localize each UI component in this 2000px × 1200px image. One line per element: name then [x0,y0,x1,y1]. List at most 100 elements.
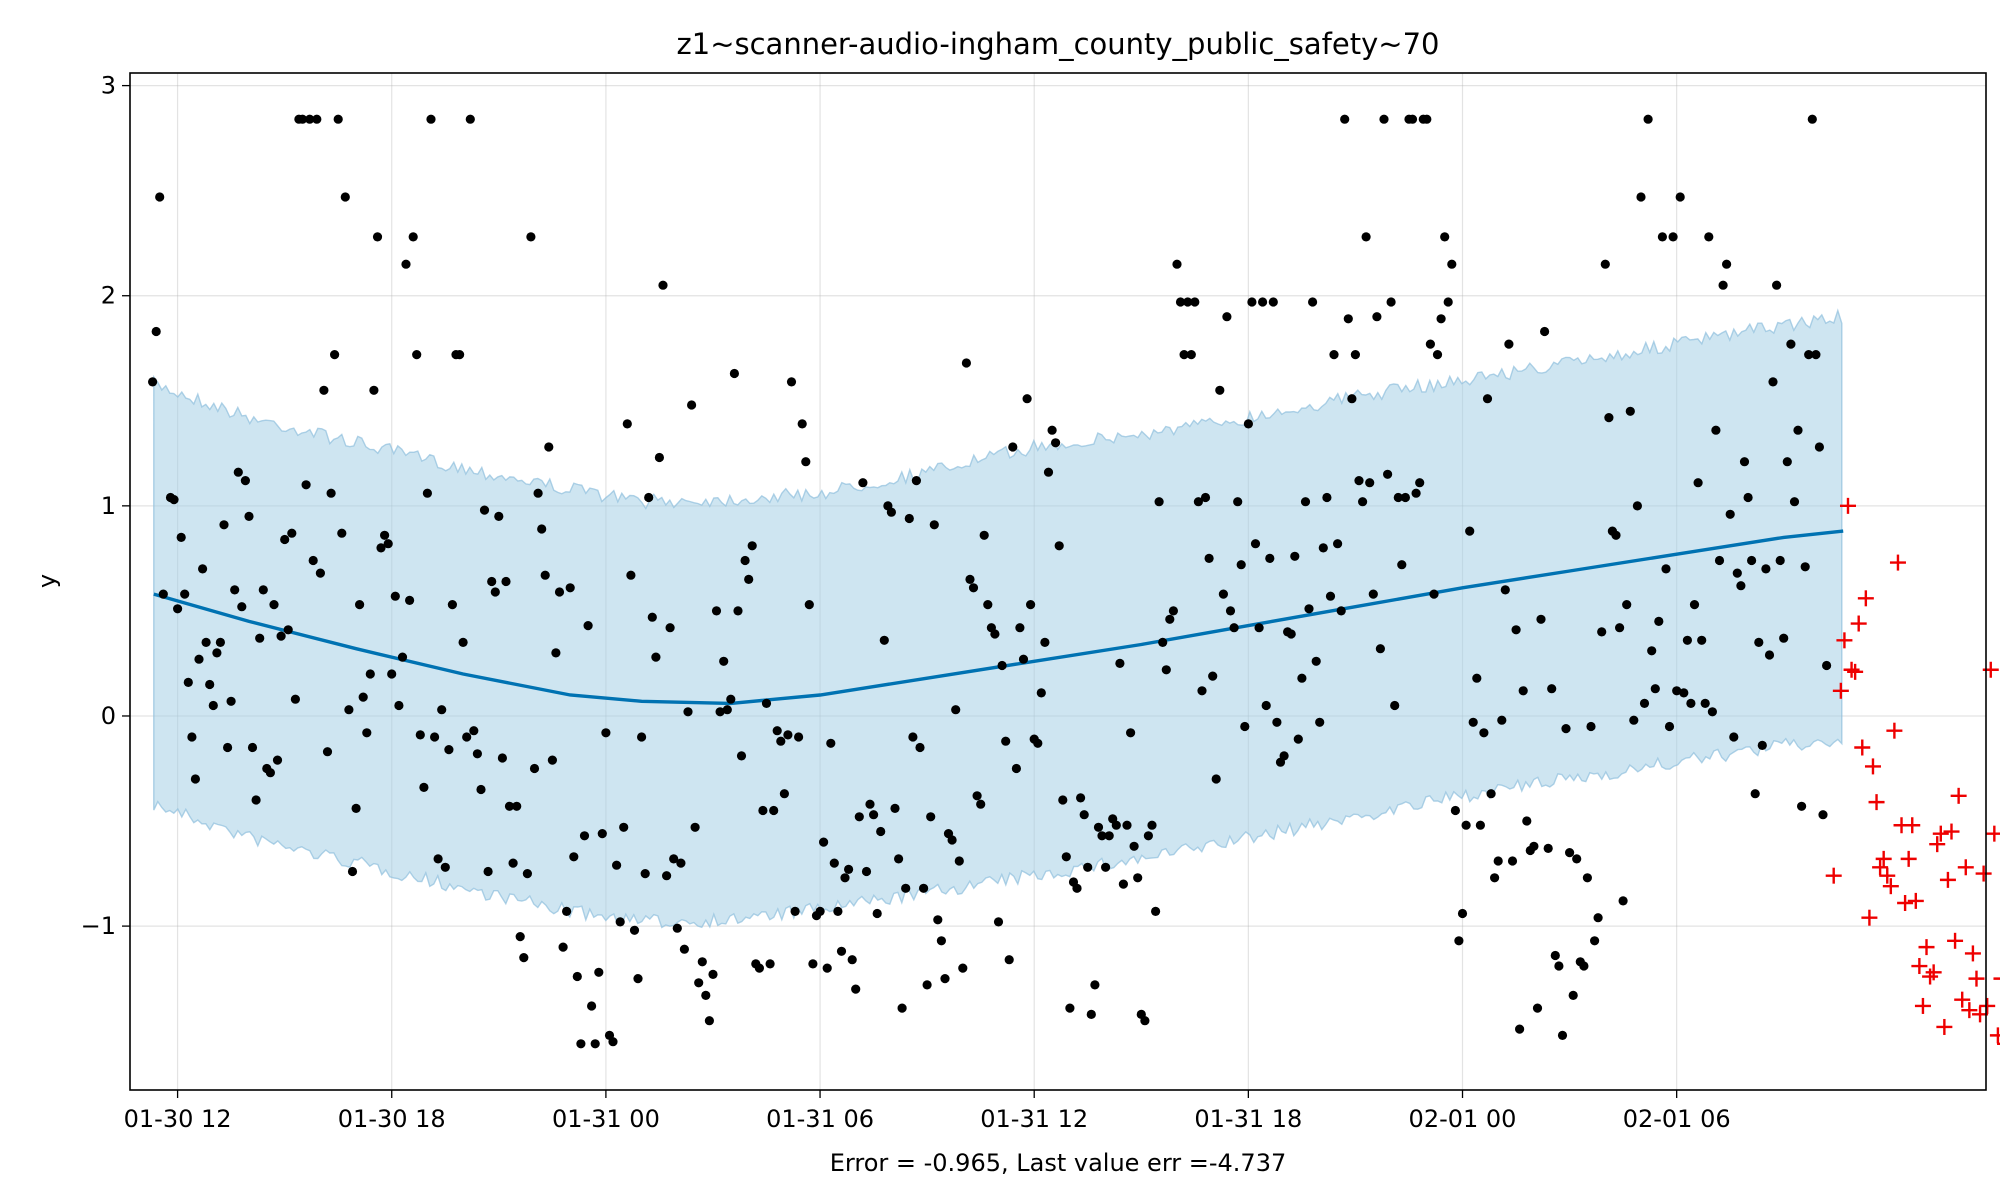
observed-point [1161,665,1171,675]
observed-point [1033,738,1043,748]
observed-point [283,625,293,635]
observed-point [1001,736,1011,746]
observed-point [1104,831,1114,841]
observed-point [1622,600,1632,610]
future-point [1872,859,1889,876]
observed-point [233,467,243,477]
observed-point [1800,562,1810,572]
future-point [1943,823,1960,840]
observed-point [865,799,875,809]
observed-point [637,732,647,742]
observed-point [897,1003,907,1013]
observed-point [1597,627,1607,637]
observed-point [244,511,254,521]
observed-point [1818,810,1828,820]
observed-point [1115,658,1125,669]
observed-point [1432,350,1443,360]
observed-point [1040,637,1050,648]
observed-point [501,576,511,587]
observed-point [1101,862,1111,872]
observed-point [1822,660,1832,671]
observed-point [369,385,379,395]
observed-point [1664,721,1675,732]
observed-point [1158,637,1168,648]
observed-point [911,476,922,486]
observed-point [1618,896,1628,906]
observed-point [1072,883,1082,893]
observed-point [380,530,390,540]
observed-point [844,864,854,875]
observed-point [904,513,914,524]
observed-point [190,774,200,784]
observed-point [1425,339,1435,349]
observed-point [1400,492,1410,503]
observed-point [1689,600,1700,610]
observed-point [1058,795,1068,805]
future-point [1936,1018,1953,1035]
future-point [1925,964,1942,981]
observed-point [1329,350,1339,360]
observed-point [1243,419,1253,429]
observed-point [1550,950,1560,961]
x-tick-label: 01-31 12 [980,1105,1088,1133]
observed-point [1736,581,1746,591]
observed-point [479,505,490,515]
observed-point [1215,385,1225,395]
observed-point [265,768,275,778]
observed-point [1011,763,1022,774]
observed-point [272,755,283,765]
observed-point [569,852,579,862]
x-tick-label: 01-31 18 [1194,1105,1302,1133]
observed-point [1532,1003,1543,1013]
observed-point [1490,873,1500,883]
observed-point [151,326,161,337]
observed-point [872,908,882,919]
observed-point [504,801,515,811]
observed-point [1454,936,1464,946]
observed-point [1579,961,1589,971]
observed-point [1457,908,1468,919]
observed-point [1615,623,1625,633]
observed-point [1543,843,1553,854]
future-point [1982,661,1999,678]
observed-point [297,114,308,124]
observed-point [1797,801,1807,811]
observed-point [412,350,422,360]
observed-point [1118,879,1128,889]
observed-point [476,784,486,795]
observed-point [1236,560,1246,570]
observed-point [1250,539,1261,549]
observed-point [847,955,857,965]
observed-point [1686,698,1696,709]
y-tick-label: 2 [101,282,116,310]
observed-point [1497,715,1507,725]
observed-point [1193,497,1203,507]
observed-point [1725,509,1735,519]
observed-point [1151,906,1161,917]
observed-point [1475,820,1485,830]
observed-point [747,541,757,551]
observed-point [633,974,643,984]
observed-point [237,602,247,612]
observed-point [1707,707,1717,717]
observed-point [1126,728,1136,738]
observed-point [801,457,811,467]
observed-point [579,831,590,841]
observed-point [1211,774,1221,784]
observed-point [1154,497,1164,507]
future-points [1825,497,2000,1045]
observed-point [626,570,636,580]
observed-point [879,635,889,645]
observed-point [886,507,897,517]
observed-point [372,232,383,242]
observed-point [1358,497,1368,507]
observed-point [405,595,415,606]
observed-point [933,915,943,925]
observed-point [1422,114,1432,124]
observed-point [1308,297,1318,307]
observed-point [287,528,297,538]
chart-title: z1~scanner-audio-ingham_county_public_sa… [677,27,1440,61]
observed-point [1600,259,1610,269]
observed-point [1747,555,1757,566]
observed-point [679,944,690,954]
